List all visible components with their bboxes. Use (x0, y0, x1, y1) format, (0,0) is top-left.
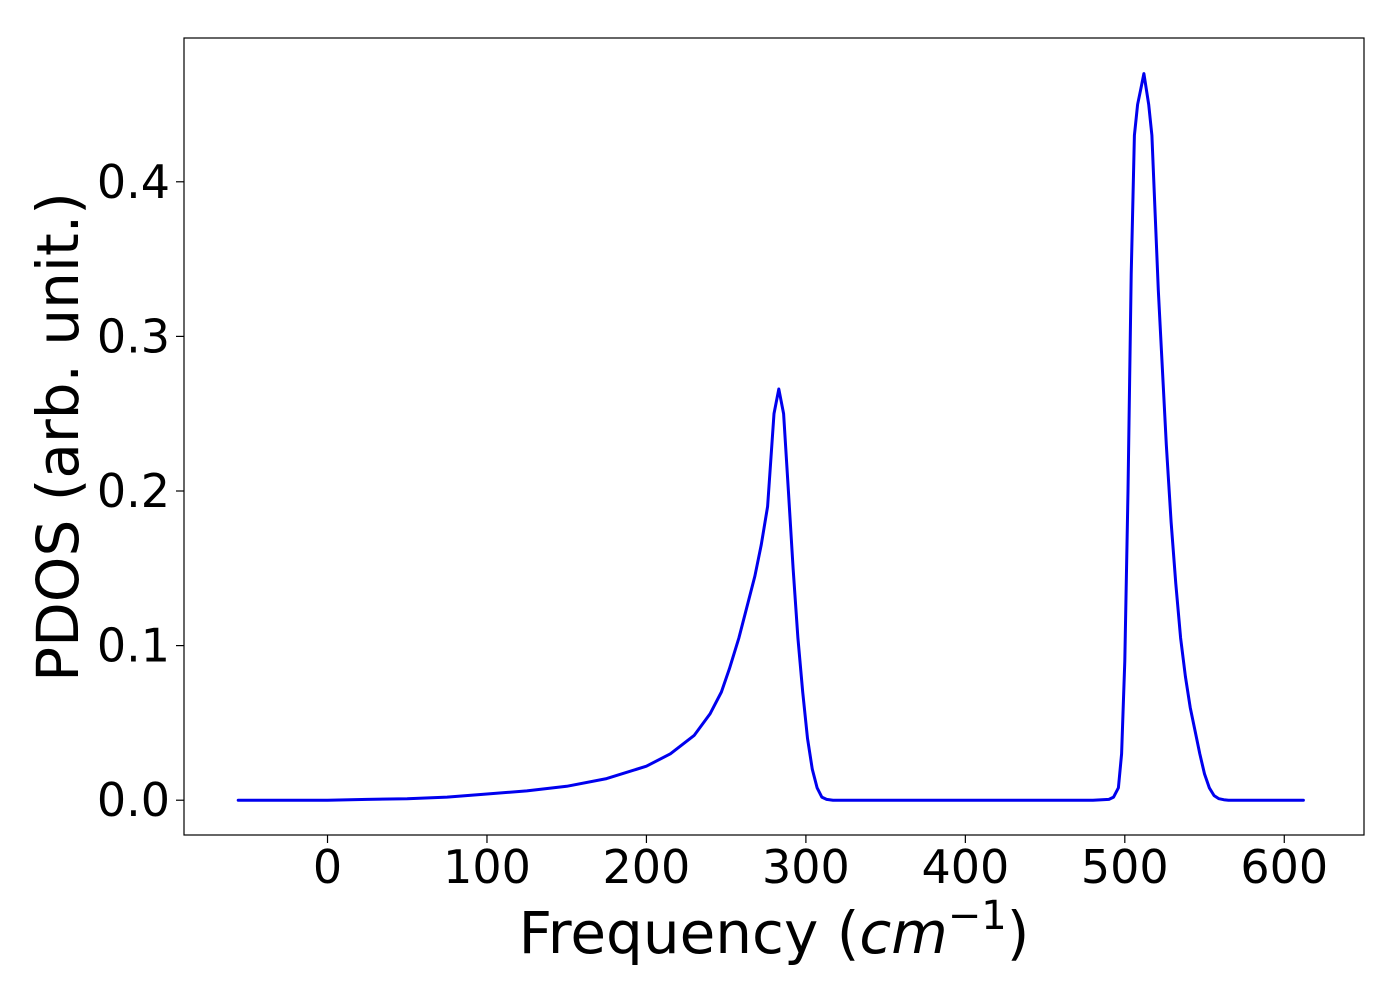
x-tick-label: 400 (921, 840, 1009, 894)
x-tick-label: 600 (1240, 840, 1328, 894)
x-tick-label: 500 (1081, 840, 1169, 894)
x-tick-label: 200 (603, 840, 691, 894)
x-axis-label: Frequency (cm−1) (519, 893, 1030, 967)
x-tick-label: 0 (313, 840, 342, 894)
series-line-pdos (236, 72, 1305, 802)
y-tick-label: 0.0 (97, 773, 170, 827)
x-tick-label: 300 (762, 840, 850, 894)
y-tick-label: 0.4 (97, 155, 170, 209)
y-tick-label: 0.1 (97, 619, 170, 673)
x-axis-label-unit: cm (859, 899, 947, 967)
x-axis-ticks: 0 100 200 300 400 500 600 (313, 835, 1328, 894)
y-tick-label: 0.2 (97, 464, 170, 518)
x-axis-label-text: Frequency ( (519, 899, 860, 967)
y-axis-label: PDOS (arb. unit.) (24, 192, 92, 682)
x-axis-label-close: ) (1007, 899, 1030, 967)
y-tick-label: 0.3 (97, 309, 170, 363)
y-axis-ticks: 0.0 0.1 0.2 0.3 0.4 (97, 155, 184, 827)
x-axis-label-exponent: −1 (948, 893, 1007, 939)
plot-frame (183, 37, 1365, 836)
x-tick-label: 100 (443, 840, 531, 894)
